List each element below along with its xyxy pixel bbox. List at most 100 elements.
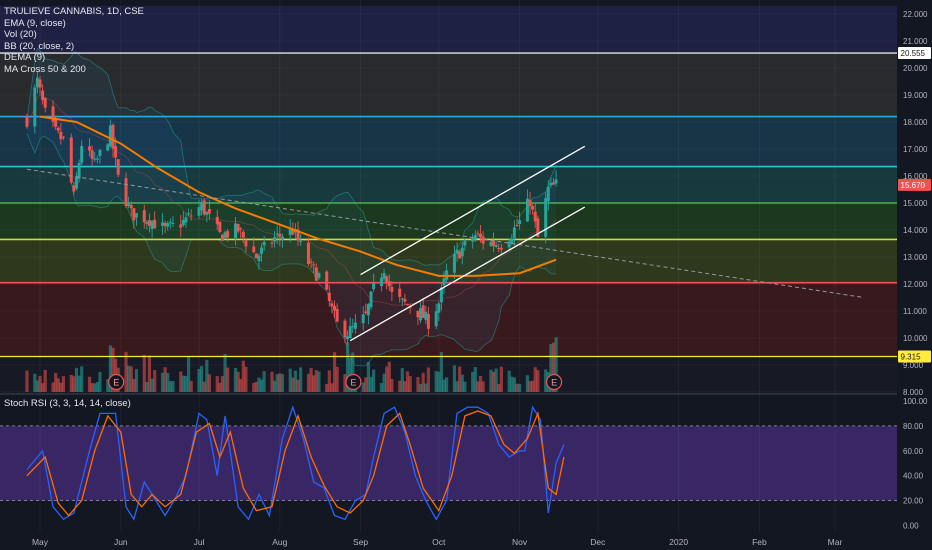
- volume-bar: [335, 366, 339, 392]
- volume-bar: [132, 379, 136, 392]
- candle-body: [244, 240, 248, 247]
- candle-body: [187, 213, 191, 215]
- stoch-tick-label[interactable]: 20.00: [903, 497, 924, 506]
- price-tick-label[interactable]: 22.000: [903, 10, 928, 19]
- volume-bar: [51, 382, 55, 392]
- price-tick-label[interactable]: 13.000: [903, 253, 928, 262]
- volume-bar: [124, 351, 128, 392]
- price-tick-label[interactable]: 16.000: [903, 172, 928, 181]
- price-tick-label[interactable]: 19.000: [903, 91, 928, 100]
- candle-body: [497, 248, 501, 250]
- volume-bar: [387, 361, 391, 392]
- volume-bar: [312, 375, 316, 392]
- candle-body: [494, 245, 498, 248]
- time-tick-label[interactable]: Jun: [114, 537, 128, 547]
- price-axis-background: [897, 0, 932, 550]
- price-tick-label[interactable]: 9.000: [903, 361, 924, 370]
- time-tick-label[interactable]: Dec: [590, 537, 606, 547]
- time-axis[interactable]: May Jun Jul Aug Sep Oct Nov Dec 2020 Feb Mar: [0, 532, 932, 550]
- volume-bar: [317, 371, 321, 392]
- volume-bar: [108, 345, 112, 392]
- price-tick-label[interactable]: 11.000: [903, 307, 927, 316]
- volume-bar: [145, 381, 149, 392]
- candle-body: [257, 255, 261, 262]
- volume-bar: [361, 382, 365, 392]
- ma200-dashed-line: [26, 168, 864, 298]
- stoch-background: [0, 395, 897, 532]
- time-tick-label[interactable]: Mar: [828, 537, 843, 547]
- volume-bar: [226, 367, 230, 392]
- time-tick-label[interactable]: 2020: [669, 537, 688, 547]
- price-tick-label[interactable]: 18.000: [903, 118, 928, 127]
- candle-body: [108, 125, 112, 147]
- volume-bar: [403, 381, 407, 392]
- stoch-tick-label[interactable]: 40.00: [903, 472, 924, 481]
- volume-bar: [259, 379, 264, 392]
- volume-bar: [61, 376, 66, 392]
- candle-body: [416, 310, 420, 318]
- channel-line-0[interactable]: [360, 145, 586, 276]
- price-tick-label[interactable]: 10.000: [903, 334, 928, 343]
- time-tick-label[interactable]: May: [32, 537, 49, 547]
- volume-bar: [220, 376, 225, 392]
- volume-bar: [439, 352, 444, 392]
- price-tick-label[interactable]: 12.000: [903, 280, 928, 289]
- time-tick-label[interactable]: Sep: [353, 537, 368, 547]
- candle-body: [25, 116, 29, 127]
- candle-body: [43, 98, 47, 108]
- candle-body: [166, 223, 170, 227]
- time-tick-label[interactable]: Oct: [432, 537, 446, 547]
- volume-bar: [366, 361, 371, 392]
- stoch-tick-label[interactable]: 80.00: [903, 422, 924, 431]
- volume-bar: [325, 383, 329, 392]
- stoch-tick-label[interactable]: 0.00: [903, 522, 919, 531]
- earnings-marker-0[interactable]: [108, 373, 125, 391]
- volume-bar: [536, 370, 540, 392]
- volume-bar: [481, 381, 485, 392]
- volume-bar: [54, 372, 58, 392]
- symbol-title[interactable]: TRULIEVE CANNABIS, 1D, CSE: [4, 6, 144, 17]
- candle-body: [145, 221, 149, 225]
- price-tick-label[interactable]: 8.000: [903, 388, 924, 397]
- stoch-tick-label[interactable]: 100.00: [903, 397, 928, 406]
- volume-bar: [25, 370, 29, 392]
- earnings-marker-2[interactable]: [545, 373, 563, 391]
- legend-dema[interactable]: DEMA (9): [4, 52, 46, 64]
- candle-body: [202, 200, 206, 215]
- time-tick-label[interactable]: Jul: [194, 537, 205, 547]
- candle-body: [161, 222, 165, 226]
- candle-body: [312, 264, 316, 266]
- time-tick-label[interactable]: Nov: [512, 537, 528, 547]
- trend-channel[interactable]: [349, 145, 586, 342]
- candle-body: [437, 303, 441, 313]
- candle-body: [114, 146, 118, 158]
- price-tick-label[interactable]: 15.000: [903, 199, 928, 208]
- candle-body: [127, 203, 131, 207]
- candle-body: [353, 322, 357, 329]
- stoch-rsi-label[interactable]: Stoch RSI (3, 3, 14, 14, close): [4, 398, 131, 409]
- price-tick-label[interactable]: 17.000: [903, 145, 928, 154]
- legend-bb[interactable]: BB (20, close, 2): [4, 40, 75, 52]
- legend-ema[interactable]: EMA (9, close): [4, 17, 66, 29]
- volume-bar: [458, 366, 462, 392]
- earnings-marker-1[interactable]: [345, 373, 362, 391]
- volume-bar: [515, 383, 519, 392]
- price-tick-label[interactable]: 14.000: [903, 226, 928, 235]
- legend-vol[interactable]: Vol (20): [4, 29, 37, 41]
- stoch-rsi-pane: [26, 405, 565, 521]
- candle-body: [72, 185, 76, 192]
- candle-body: [233, 223, 237, 239]
- time-tick-label[interactable]: Feb: [752, 537, 767, 547]
- stoch-tick-label[interactable]: 60.00: [903, 447, 924, 456]
- price-tick-label[interactable]: 21.000: [903, 37, 928, 46]
- price-tick-label[interactable]: 20.000: [903, 64, 928, 73]
- time-tick-label[interactable]: Aug: [272, 537, 287, 547]
- legend-ma-cross[interactable]: MA Cross 50 & 200: [4, 63, 86, 75]
- price-axis[interactable]: 22.000 21.000 20.000 19.000 18.000 17.000 16.0…: [897, 0, 932, 550]
- channel-line-1[interactable]: [349, 206, 586, 342]
- volume-bar: [59, 382, 63, 392]
- volume-bar: [129, 366, 133, 392]
- candle-body: [398, 288, 402, 297]
